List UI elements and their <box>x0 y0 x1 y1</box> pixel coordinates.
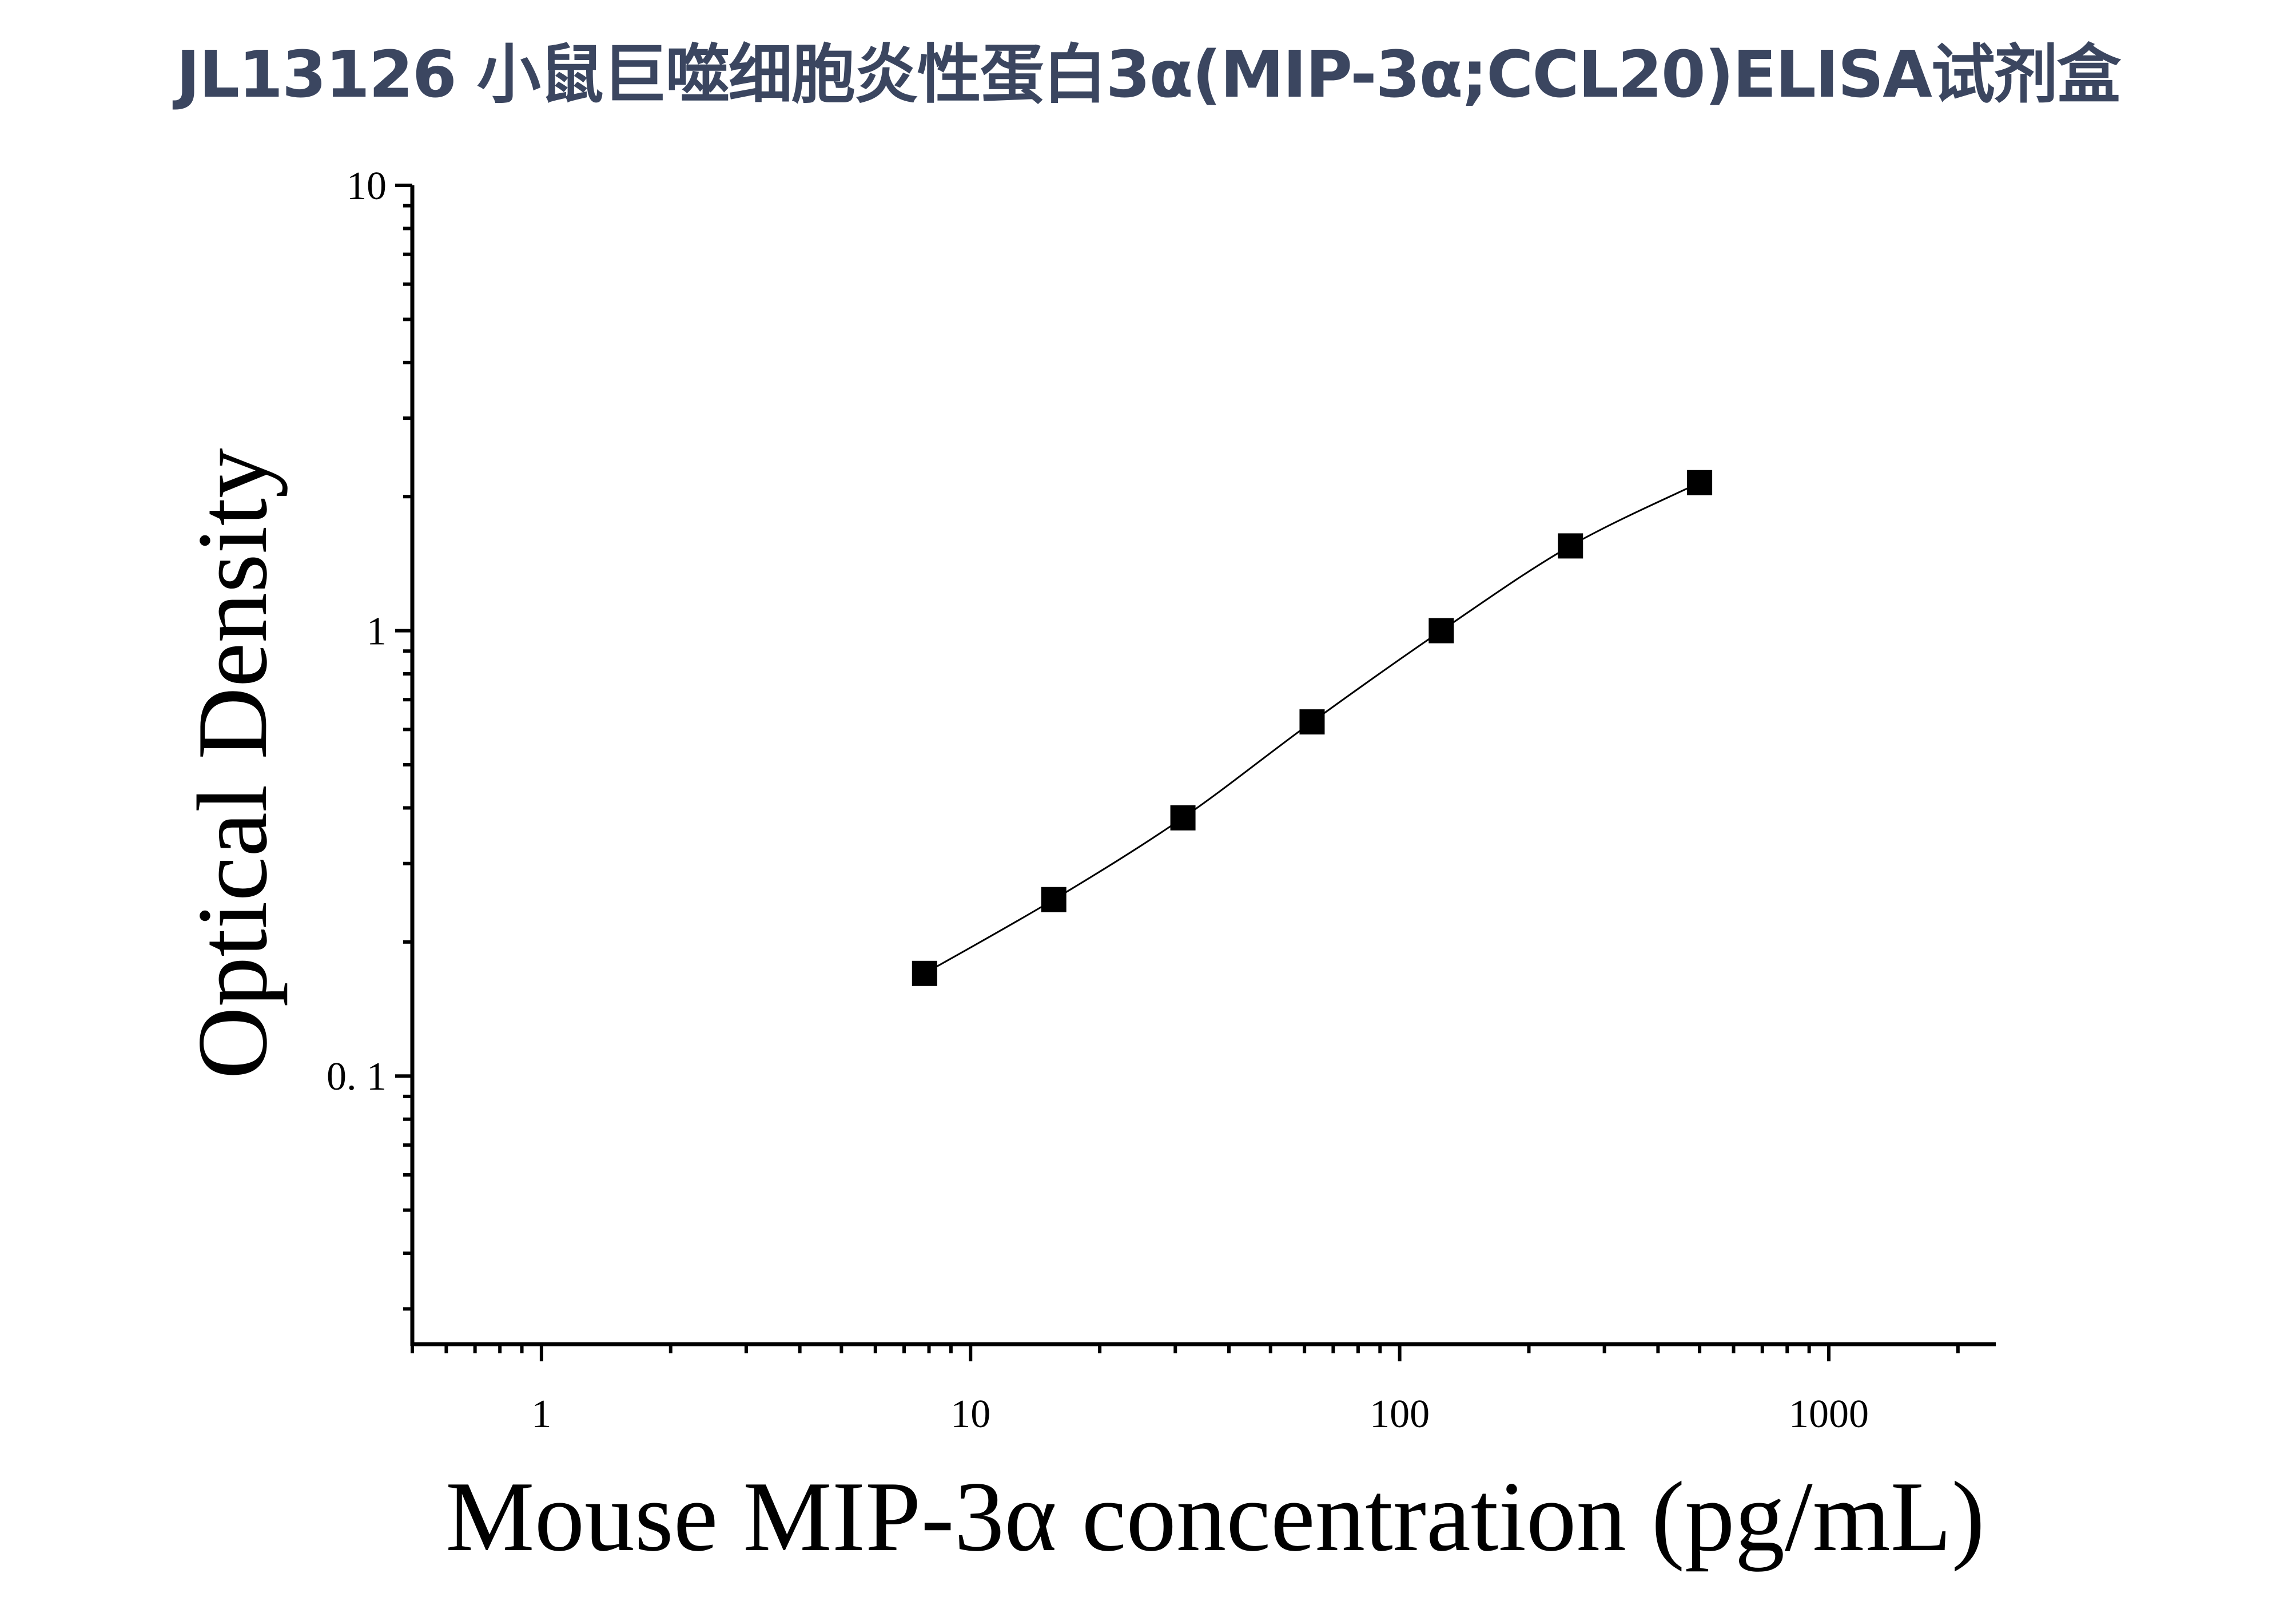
chart-title: JL13126 小鼠巨噬细胞炎性蛋白3α(MIP-3α;CCL20)ELISA试… <box>176 38 2121 112</box>
data-point <box>1558 533 1583 559</box>
x-tick-label: 100 <box>1370 1392 1430 1436</box>
data-point <box>1687 470 1713 495</box>
x-tick-label: 1000 <box>1789 1392 1869 1436</box>
y-tick-label: 1 <box>367 610 387 654</box>
y-axis-label: Optical Density <box>177 448 288 1079</box>
data-point <box>1170 805 1196 831</box>
data-point <box>1041 887 1067 912</box>
data-point <box>1299 709 1325 735</box>
y-tick-label: 0. 1 <box>327 1055 387 1099</box>
x-axis-label: Mouse MIP-3α concentration (pg/mL) <box>445 1461 1985 1572</box>
data-point <box>912 960 937 986</box>
y-tick-label: 10 <box>347 164 387 208</box>
x-tick-label: 10 <box>950 1392 990 1436</box>
x-tick-label: 1 <box>531 1392 551 1436</box>
data-point <box>1428 618 1454 643</box>
